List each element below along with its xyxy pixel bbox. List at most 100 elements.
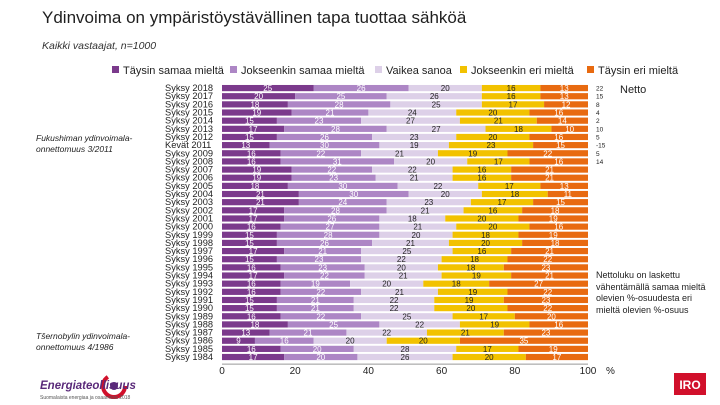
data-label: 25	[263, 84, 272, 93]
data-label: 27	[432, 125, 441, 134]
legend-swatch	[375, 66, 382, 73]
data-label: 15	[556, 198, 565, 207]
data-label: 24	[338, 198, 347, 207]
bar-segment	[280, 288, 362, 295]
data-label: 13	[560, 92, 569, 101]
data-label: 21	[545, 166, 554, 175]
bar-segment	[441, 256, 508, 263]
bar-segment	[511, 166, 588, 173]
bar-segment	[222, 353, 285, 361]
bar-segment	[361, 313, 453, 320]
bar-segment	[254, 337, 314, 344]
bar-segment	[437, 288, 508, 295]
data-label: 22	[415, 320, 424, 329]
data-label: 22	[320, 272, 329, 281]
data-label: 20	[488, 133, 497, 142]
legend-item-agree-full: Täysin samaa mieltä	[112, 65, 224, 77]
bar-segment	[379, 321, 460, 328]
data-label: 18	[452, 280, 461, 289]
data-label: 19	[472, 272, 481, 281]
bar-segment	[408, 84, 482, 92]
data-label: 21	[413, 223, 422, 232]
data-label: 20	[254, 92, 263, 101]
bar-segment	[525, 353, 588, 361]
iro-logo-text: IRO	[679, 378, 700, 392]
data-label: 27	[326, 223, 335, 232]
legend-label: Täysin samaa mieltä	[123, 65, 224, 77]
data-label: 21	[318, 247, 327, 256]
net-value: 4	[596, 110, 600, 117]
bar-segment	[222, 158, 281, 165]
legend-swatch	[460, 66, 467, 73]
data-label: 22	[543, 255, 552, 264]
data-label: 22	[390, 296, 399, 305]
bar-segment	[313, 84, 409, 92]
bar-segment	[379, 142, 449, 149]
bar-segment	[353, 345, 457, 352]
data-label: 19	[311, 280, 320, 289]
bar-segment	[222, 93, 296, 100]
data-label: 18	[481, 231, 490, 240]
bar-segment	[459, 117, 537, 124]
bar-segment	[287, 182, 398, 189]
data-label: 22	[316, 149, 325, 158]
bar-segment	[222, 84, 314, 92]
bar-segment	[540, 93, 588, 100]
category-label: Syksy 2015	[165, 108, 213, 118]
bar-segment	[284, 247, 362, 255]
category-label: Syksy 1997	[165, 246, 213, 256]
category-label: Syksy 1995	[165, 262, 213, 272]
data-label: 20	[397, 263, 406, 272]
bar-segment	[507, 288, 588, 295]
bar-segment	[222, 101, 288, 108]
bar-segment	[368, 109, 457, 116]
bar-segment	[518, 215, 588, 222]
category-label: Syksy 2003	[165, 197, 213, 207]
bar-segment	[551, 125, 588, 132]
bar-segment	[269, 142, 380, 149]
data-label: 20	[426, 157, 435, 166]
category-label: Syksy 2005	[165, 181, 213, 191]
bar-segment	[222, 329, 270, 336]
data-label: 9	[236, 337, 241, 346]
data-label: 21	[410, 174, 419, 183]
data-label: 17	[249, 206, 258, 215]
category-label: Syksy 1992	[165, 287, 213, 297]
data-label: 15	[245, 239, 254, 248]
bar-segment	[456, 223, 530, 230]
data-label: 28	[335, 100, 344, 109]
data-label: 20	[481, 239, 490, 248]
logo-tagline: Suomalaista energiaa ja osaamista 2018	[40, 395, 131, 401]
bar-segment	[518, 231, 588, 238]
legend-label: Täysin eri mieltä	[598, 65, 679, 77]
data-label: 21	[304, 329, 313, 338]
bar-segment	[280, 223, 380, 230]
bar-segment	[284, 125, 387, 132]
bar-segment	[280, 280, 351, 287]
category-label: Syksy 2000	[165, 222, 213, 232]
data-label: 19	[468, 149, 477, 158]
bar-segment	[511, 247, 588, 255]
bar-segment	[452, 231, 519, 238]
data-label: 21	[461, 329, 470, 338]
data-label: 16	[477, 247, 486, 256]
bar-segment	[284, 353, 358, 361]
bar-segment	[540, 182, 588, 189]
data-label: 16	[554, 157, 563, 166]
data-label: 17	[249, 214, 258, 223]
data-label: 20	[477, 214, 486, 223]
data-label: 21	[545, 174, 554, 183]
bar-segment	[386, 199, 471, 206]
data-label: 27	[534, 280, 543, 289]
data-label: 16	[247, 312, 256, 321]
data-label: 17	[509, 100, 518, 109]
bar-segment	[222, 125, 285, 132]
data-label: 14	[558, 117, 567, 126]
data-label: 19	[252, 166, 261, 175]
bar-segment	[386, 207, 464, 214]
bar-segment	[222, 199, 299, 206]
legend-item-disagree-full: Täysin eri mieltä	[587, 65, 678, 77]
bar-segment	[269, 329, 347, 336]
bar-segment	[452, 353, 526, 361]
bar-segment	[437, 150, 508, 157]
